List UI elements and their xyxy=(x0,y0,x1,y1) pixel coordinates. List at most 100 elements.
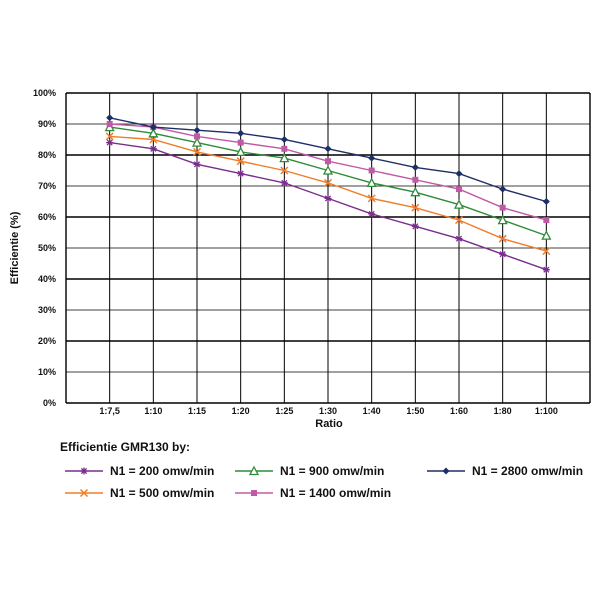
y-tick-label: 10% xyxy=(38,367,56,377)
legend-swatch xyxy=(235,490,273,496)
data-point xyxy=(368,154,376,162)
data-point xyxy=(280,136,288,143)
data-point xyxy=(542,266,550,274)
data-point xyxy=(324,194,332,202)
data-point xyxy=(455,170,463,178)
data-point xyxy=(281,145,288,152)
y-axis-title: Efficientie (%) xyxy=(9,211,21,284)
y-tick-label: 40% xyxy=(38,274,56,284)
x-axis-title: Ratio xyxy=(315,418,343,430)
legend-marker xyxy=(248,465,260,476)
x-tick-label: 1:7,5 xyxy=(99,406,120,416)
data-point xyxy=(497,214,508,225)
data-point xyxy=(237,139,244,146)
data-point xyxy=(237,129,245,137)
x-tick-label: 1:100 xyxy=(535,406,558,416)
series-3 xyxy=(104,121,552,240)
data-point xyxy=(411,222,419,230)
legend-marker xyxy=(442,467,450,475)
data-point xyxy=(279,152,290,163)
legend: N1 = 200 omw/min N1 = 500 omw/min N1 = 900… xyxy=(64,462,594,522)
legend-swatch xyxy=(65,488,103,498)
data-point xyxy=(411,163,419,171)
data-point xyxy=(322,165,334,175)
data-point xyxy=(324,145,332,153)
x-tick-label: 1:40 xyxy=(363,406,381,416)
y-axis-ticks: 0% 10% 20% 30% 40% 50% 60% 70% 80% 90% 100% xyxy=(33,88,56,408)
x-tick-label: 1:50 xyxy=(406,406,424,416)
y-tick-label: 20% xyxy=(38,336,56,346)
legend-label: N1 = 900 omw/min xyxy=(280,464,385,478)
legend-item: N1 = 1400 omw/min xyxy=(234,484,391,502)
data-point xyxy=(235,146,246,157)
y-tick-label: 70% xyxy=(38,181,56,191)
series-2 xyxy=(105,132,551,256)
data-point xyxy=(149,123,157,131)
legend-swatch xyxy=(427,467,465,475)
legend-item: N1 = 200 omw/min xyxy=(64,462,214,480)
data-point xyxy=(455,235,463,243)
data-point xyxy=(149,145,157,153)
data-point xyxy=(106,114,114,122)
data-point xyxy=(105,132,114,141)
legend-item: N1 = 500 omw/min xyxy=(64,484,214,502)
x-axis-ticks: 1:7,5 1:10 1:15 1:20 1:25 1:30 1:40 1:50 1:60 1:8… xyxy=(99,406,557,416)
x-tick-label: 1:10 xyxy=(144,406,162,416)
legend-marker xyxy=(79,488,89,498)
y-tick-label: 50% xyxy=(38,243,56,253)
data-point xyxy=(499,204,506,211)
data-point xyxy=(323,178,333,187)
data-point xyxy=(193,160,201,168)
data-point xyxy=(499,185,507,193)
x-tick-label: 1:80 xyxy=(494,406,512,416)
data-point xyxy=(456,186,462,193)
data-point xyxy=(148,127,159,138)
data-point xyxy=(454,216,464,225)
legend-label: N1 = 200 omw/min xyxy=(110,464,215,478)
legend-label: N1 = 1400 omw/min xyxy=(280,486,392,500)
x-tick-label: 1:30 xyxy=(319,406,337,416)
data-point xyxy=(410,186,421,197)
legend-item: N1 = 900 omw/min xyxy=(234,462,384,480)
data-point xyxy=(542,247,551,256)
data-point xyxy=(236,157,245,166)
data-point xyxy=(453,199,465,209)
data-point xyxy=(367,194,376,203)
legend-swatch xyxy=(65,467,103,475)
data-point xyxy=(325,158,331,165)
y-tick-label: 0% xyxy=(43,398,56,408)
y-tick-label: 100% xyxy=(33,88,56,98)
legend-label: N1 = 2800 omw/min xyxy=(472,464,584,478)
data-point xyxy=(368,210,376,218)
data-point xyxy=(193,126,201,134)
series-1 xyxy=(106,139,550,274)
legend-marker xyxy=(80,467,88,475)
data-point xyxy=(192,147,202,156)
x-tick-label: 1:15 xyxy=(188,406,206,416)
x-tick-label: 1:25 xyxy=(275,406,293,416)
legend-title: Efficientie GMR130 by: xyxy=(60,440,191,454)
data-point xyxy=(542,198,550,205)
data-point xyxy=(499,250,507,258)
data-point xyxy=(194,133,200,140)
data-point xyxy=(498,234,507,243)
data-point xyxy=(280,179,288,187)
legend-item: N1 = 2800 omw/min xyxy=(426,462,583,480)
x-tick-label: 1:60 xyxy=(450,406,468,416)
data-point xyxy=(191,137,203,147)
data-point xyxy=(411,203,420,212)
y-tick-label: 90% xyxy=(38,119,56,129)
data-point xyxy=(106,121,113,127)
legend-label: N1 = 500 omw/min xyxy=(110,486,215,500)
y-tick-label: 60% xyxy=(38,212,56,222)
series-lines xyxy=(104,114,552,274)
data-point xyxy=(541,230,552,240)
data-point xyxy=(543,217,550,224)
data-point xyxy=(280,166,289,175)
data-point xyxy=(366,177,377,188)
data-point xyxy=(368,167,375,174)
data-point xyxy=(106,139,114,147)
y-tick-label: 80% xyxy=(38,150,56,160)
grid xyxy=(65,92,591,404)
legend-marker xyxy=(251,490,257,496)
